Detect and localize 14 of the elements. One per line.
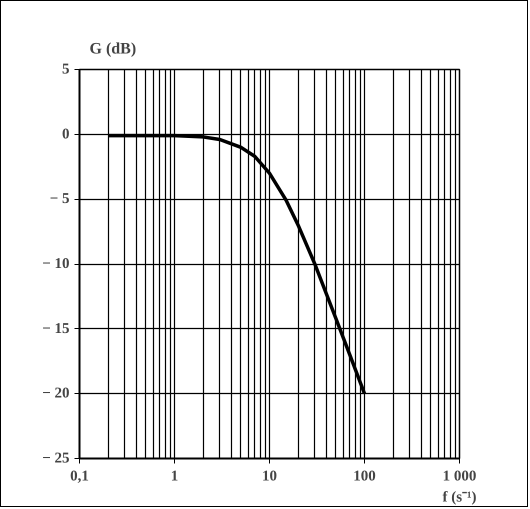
y-tick-label: − 25 — [42, 450, 70, 466]
y-tick-label: 5 — [62, 62, 70, 78]
y-tick-label: − 20 — [42, 386, 70, 402]
x-axis-title: f (s⁻¹) — [442, 490, 477, 506]
x-tick-label: 100 — [353, 468, 376, 484]
y-axis-title: G (dB) — [90, 40, 136, 58]
y-tick-label: 0 — [62, 126, 70, 142]
y-tick-label: − 15 — [42, 320, 70, 337]
x-tick-label: 1 — [170, 468, 178, 484]
x-tick-label: 0,1 — [70, 468, 89, 484]
x-tick-label: 1 000 — [442, 468, 476, 484]
y-tick-label: − 5 — [50, 191, 70, 208]
x-tick-label: 10 — [262, 468, 277, 484]
y-tick-label: − 10 — [42, 256, 70, 272]
